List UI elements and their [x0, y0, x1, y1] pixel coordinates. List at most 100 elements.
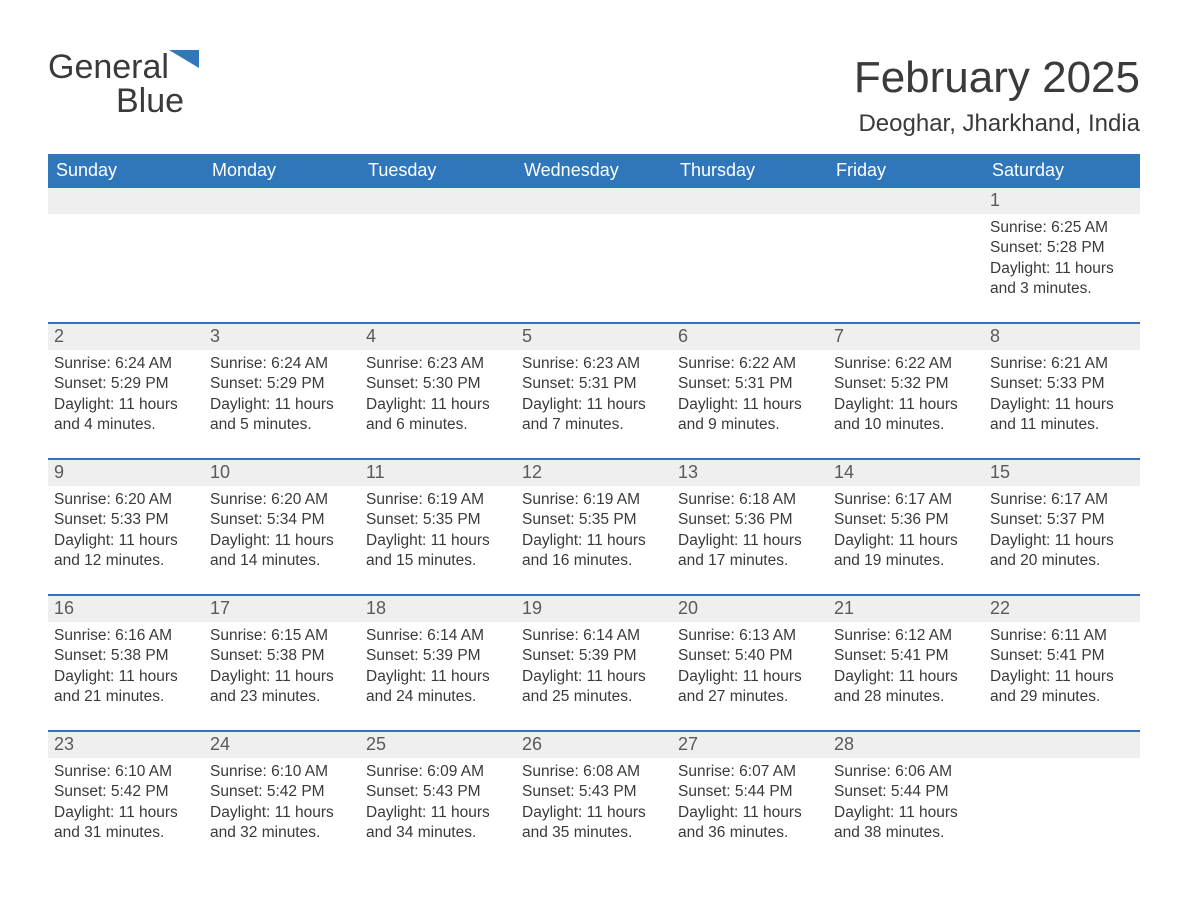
day-body: Sunrise: 6:22 AMSunset: 5:31 PMDaylight:…: [672, 350, 828, 440]
day-body: Sunrise: 6:14 AMSunset: 5:39 PMDaylight:…: [360, 622, 516, 712]
header: General Blue February 2025 Deoghar, Jhar…: [48, 50, 1140, 138]
day-daylight1: Daylight: 11 hours: [990, 395, 1134, 415]
day-sunset: Sunset: 5:31 PM: [522, 374, 666, 394]
day-cell: 24Sunrise: 6:10 AMSunset: 5:42 PMDayligh…: [204, 732, 360, 852]
day-daylight1: Daylight: 11 hours: [834, 395, 978, 415]
day-number: 13: [672, 460, 828, 486]
day-daylight2: and 29 minutes.: [990, 687, 1134, 707]
day-daylight2: and 32 minutes.: [210, 823, 354, 843]
day-cell: [984, 732, 1140, 852]
day-sunrise: Sunrise: 6:23 AM: [366, 354, 510, 374]
day-sunset: Sunset: 5:38 PM: [210, 646, 354, 666]
day-daylight2: and 24 minutes.: [366, 687, 510, 707]
day-sunrise: Sunrise: 6:19 AM: [522, 490, 666, 510]
day-body: Sunrise: 6:15 AMSunset: 5:38 PMDaylight:…: [204, 622, 360, 712]
weekday-header: Friday: [828, 154, 984, 188]
logo-word1: General: [48, 48, 169, 86]
day-number: 3: [204, 324, 360, 350]
day-sunset: Sunset: 5:33 PM: [990, 374, 1134, 394]
day-sunset: Sunset: 5:43 PM: [522, 782, 666, 802]
day-cell: [48, 188, 204, 308]
day-number: 26: [516, 732, 672, 758]
day-number: 20: [672, 596, 828, 622]
day-cell: 3Sunrise: 6:24 AMSunset: 5:29 PMDaylight…: [204, 324, 360, 444]
location: Deoghar, Jharkhand, India: [854, 110, 1140, 138]
day-daylight1: Daylight: 11 hours: [522, 531, 666, 551]
day-number: 2: [48, 324, 204, 350]
day-number: 25: [360, 732, 516, 758]
day-body: Sunrise: 6:19 AMSunset: 5:35 PMDaylight:…: [360, 486, 516, 576]
weekday-header-row: SundayMondayTuesdayWednesdayThursdayFrid…: [48, 154, 1140, 188]
day-sunset: Sunset: 5:39 PM: [366, 646, 510, 666]
weeks-container: 1Sunrise: 6:25 AMSunset: 5:28 PMDaylight…: [48, 188, 1140, 852]
day-sunrise: Sunrise: 6:12 AM: [834, 626, 978, 646]
day-daylight2: and 4 minutes.: [54, 415, 198, 435]
day-sunset: Sunset: 5:29 PM: [210, 374, 354, 394]
day-cell: 16Sunrise: 6:16 AMSunset: 5:38 PMDayligh…: [48, 596, 204, 716]
weekday-header: Saturday: [984, 154, 1140, 188]
day-sunset: Sunset: 5:33 PM: [54, 510, 198, 530]
day-sunrise: Sunrise: 6:07 AM: [678, 762, 822, 782]
day-cell: 18Sunrise: 6:14 AMSunset: 5:39 PMDayligh…: [360, 596, 516, 716]
day-body: Sunrise: 6:20 AMSunset: 5:33 PMDaylight:…: [48, 486, 204, 576]
calendar-page: General Blue February 2025 Deoghar, Jhar…: [0, 0, 1188, 892]
day-body: Sunrise: 6:23 AMSunset: 5:30 PMDaylight:…: [360, 350, 516, 440]
day-body: Sunrise: 6:11 AMSunset: 5:41 PMDaylight:…: [984, 622, 1140, 712]
logo: General Blue: [48, 50, 205, 118]
day-cell: 25Sunrise: 6:09 AMSunset: 5:43 PMDayligh…: [360, 732, 516, 852]
day-sunset: Sunset: 5:40 PM: [678, 646, 822, 666]
day-daylight2: and 27 minutes.: [678, 687, 822, 707]
day-body: Sunrise: 6:17 AMSunset: 5:37 PMDaylight:…: [984, 486, 1140, 576]
day-cell: 27Sunrise: 6:07 AMSunset: 5:44 PMDayligh…: [672, 732, 828, 852]
day-daylight1: Daylight: 11 hours: [990, 531, 1134, 551]
day-cell: 12Sunrise: 6:19 AMSunset: 5:35 PMDayligh…: [516, 460, 672, 580]
day-daylight1: Daylight: 11 hours: [210, 531, 354, 551]
day-daylight2: and 31 minutes.: [54, 823, 198, 843]
day-cell: 4Sunrise: 6:23 AMSunset: 5:30 PMDaylight…: [360, 324, 516, 444]
empty-day: [360, 188, 516, 214]
day-cell: [360, 188, 516, 308]
day-body: Sunrise: 6:24 AMSunset: 5:29 PMDaylight:…: [204, 350, 360, 440]
day-daylight1: Daylight: 11 hours: [678, 667, 822, 687]
day-sunset: Sunset: 5:42 PM: [210, 782, 354, 802]
day-sunrise: Sunrise: 6:20 AM: [210, 490, 354, 510]
week-row: 9Sunrise: 6:20 AMSunset: 5:33 PMDaylight…: [48, 458, 1140, 580]
weekday-header: Wednesday: [516, 154, 672, 188]
day-daylight1: Daylight: 11 hours: [834, 803, 978, 823]
day-cell: 7Sunrise: 6:22 AMSunset: 5:32 PMDaylight…: [828, 324, 984, 444]
day-daylight1: Daylight: 11 hours: [834, 531, 978, 551]
day-body: Sunrise: 6:06 AMSunset: 5:44 PMDaylight:…: [828, 758, 984, 848]
day-number: 10: [204, 460, 360, 486]
day-number: 21: [828, 596, 984, 622]
day-body: Sunrise: 6:10 AMSunset: 5:42 PMDaylight:…: [48, 758, 204, 848]
day-daylight2: and 7 minutes.: [522, 415, 666, 435]
day-sunrise: Sunrise: 6:10 AM: [210, 762, 354, 782]
day-daylight2: and 28 minutes.: [834, 687, 978, 707]
day-daylight1: Daylight: 11 hours: [54, 667, 198, 687]
day-body: Sunrise: 6:25 AMSunset: 5:28 PMDaylight:…: [984, 214, 1140, 304]
day-sunrise: Sunrise: 6:24 AM: [54, 354, 198, 374]
week-row: 23Sunrise: 6:10 AMSunset: 5:42 PMDayligh…: [48, 730, 1140, 852]
empty-day: [48, 188, 204, 214]
day-cell: 11Sunrise: 6:19 AMSunset: 5:35 PMDayligh…: [360, 460, 516, 580]
day-cell: 26Sunrise: 6:08 AMSunset: 5:43 PMDayligh…: [516, 732, 672, 852]
day-body: Sunrise: 6:12 AMSunset: 5:41 PMDaylight:…: [828, 622, 984, 712]
day-daylight2: and 23 minutes.: [210, 687, 354, 707]
day-sunrise: Sunrise: 6:06 AM: [834, 762, 978, 782]
day-daylight2: and 12 minutes.: [54, 551, 198, 571]
day-number: 19: [516, 596, 672, 622]
day-number: 8: [984, 324, 1140, 350]
day-cell: 22Sunrise: 6:11 AMSunset: 5:41 PMDayligh…: [984, 596, 1140, 716]
day-body: Sunrise: 6:18 AMSunset: 5:36 PMDaylight:…: [672, 486, 828, 576]
day-number: 9: [48, 460, 204, 486]
day-cell: 10Sunrise: 6:20 AMSunset: 5:34 PMDayligh…: [204, 460, 360, 580]
day-sunrise: Sunrise: 6:21 AM: [990, 354, 1134, 374]
week-row: 16Sunrise: 6:16 AMSunset: 5:38 PMDayligh…: [48, 594, 1140, 716]
day-cell: [828, 188, 984, 308]
day-daylight2: and 21 minutes.: [54, 687, 198, 707]
day-sunrise: Sunrise: 6:25 AM: [990, 218, 1134, 238]
day-body: Sunrise: 6:17 AMSunset: 5:36 PMDaylight:…: [828, 486, 984, 576]
day-number: 6: [672, 324, 828, 350]
day-sunrise: Sunrise: 6:15 AM: [210, 626, 354, 646]
day-daylight1: Daylight: 11 hours: [678, 803, 822, 823]
